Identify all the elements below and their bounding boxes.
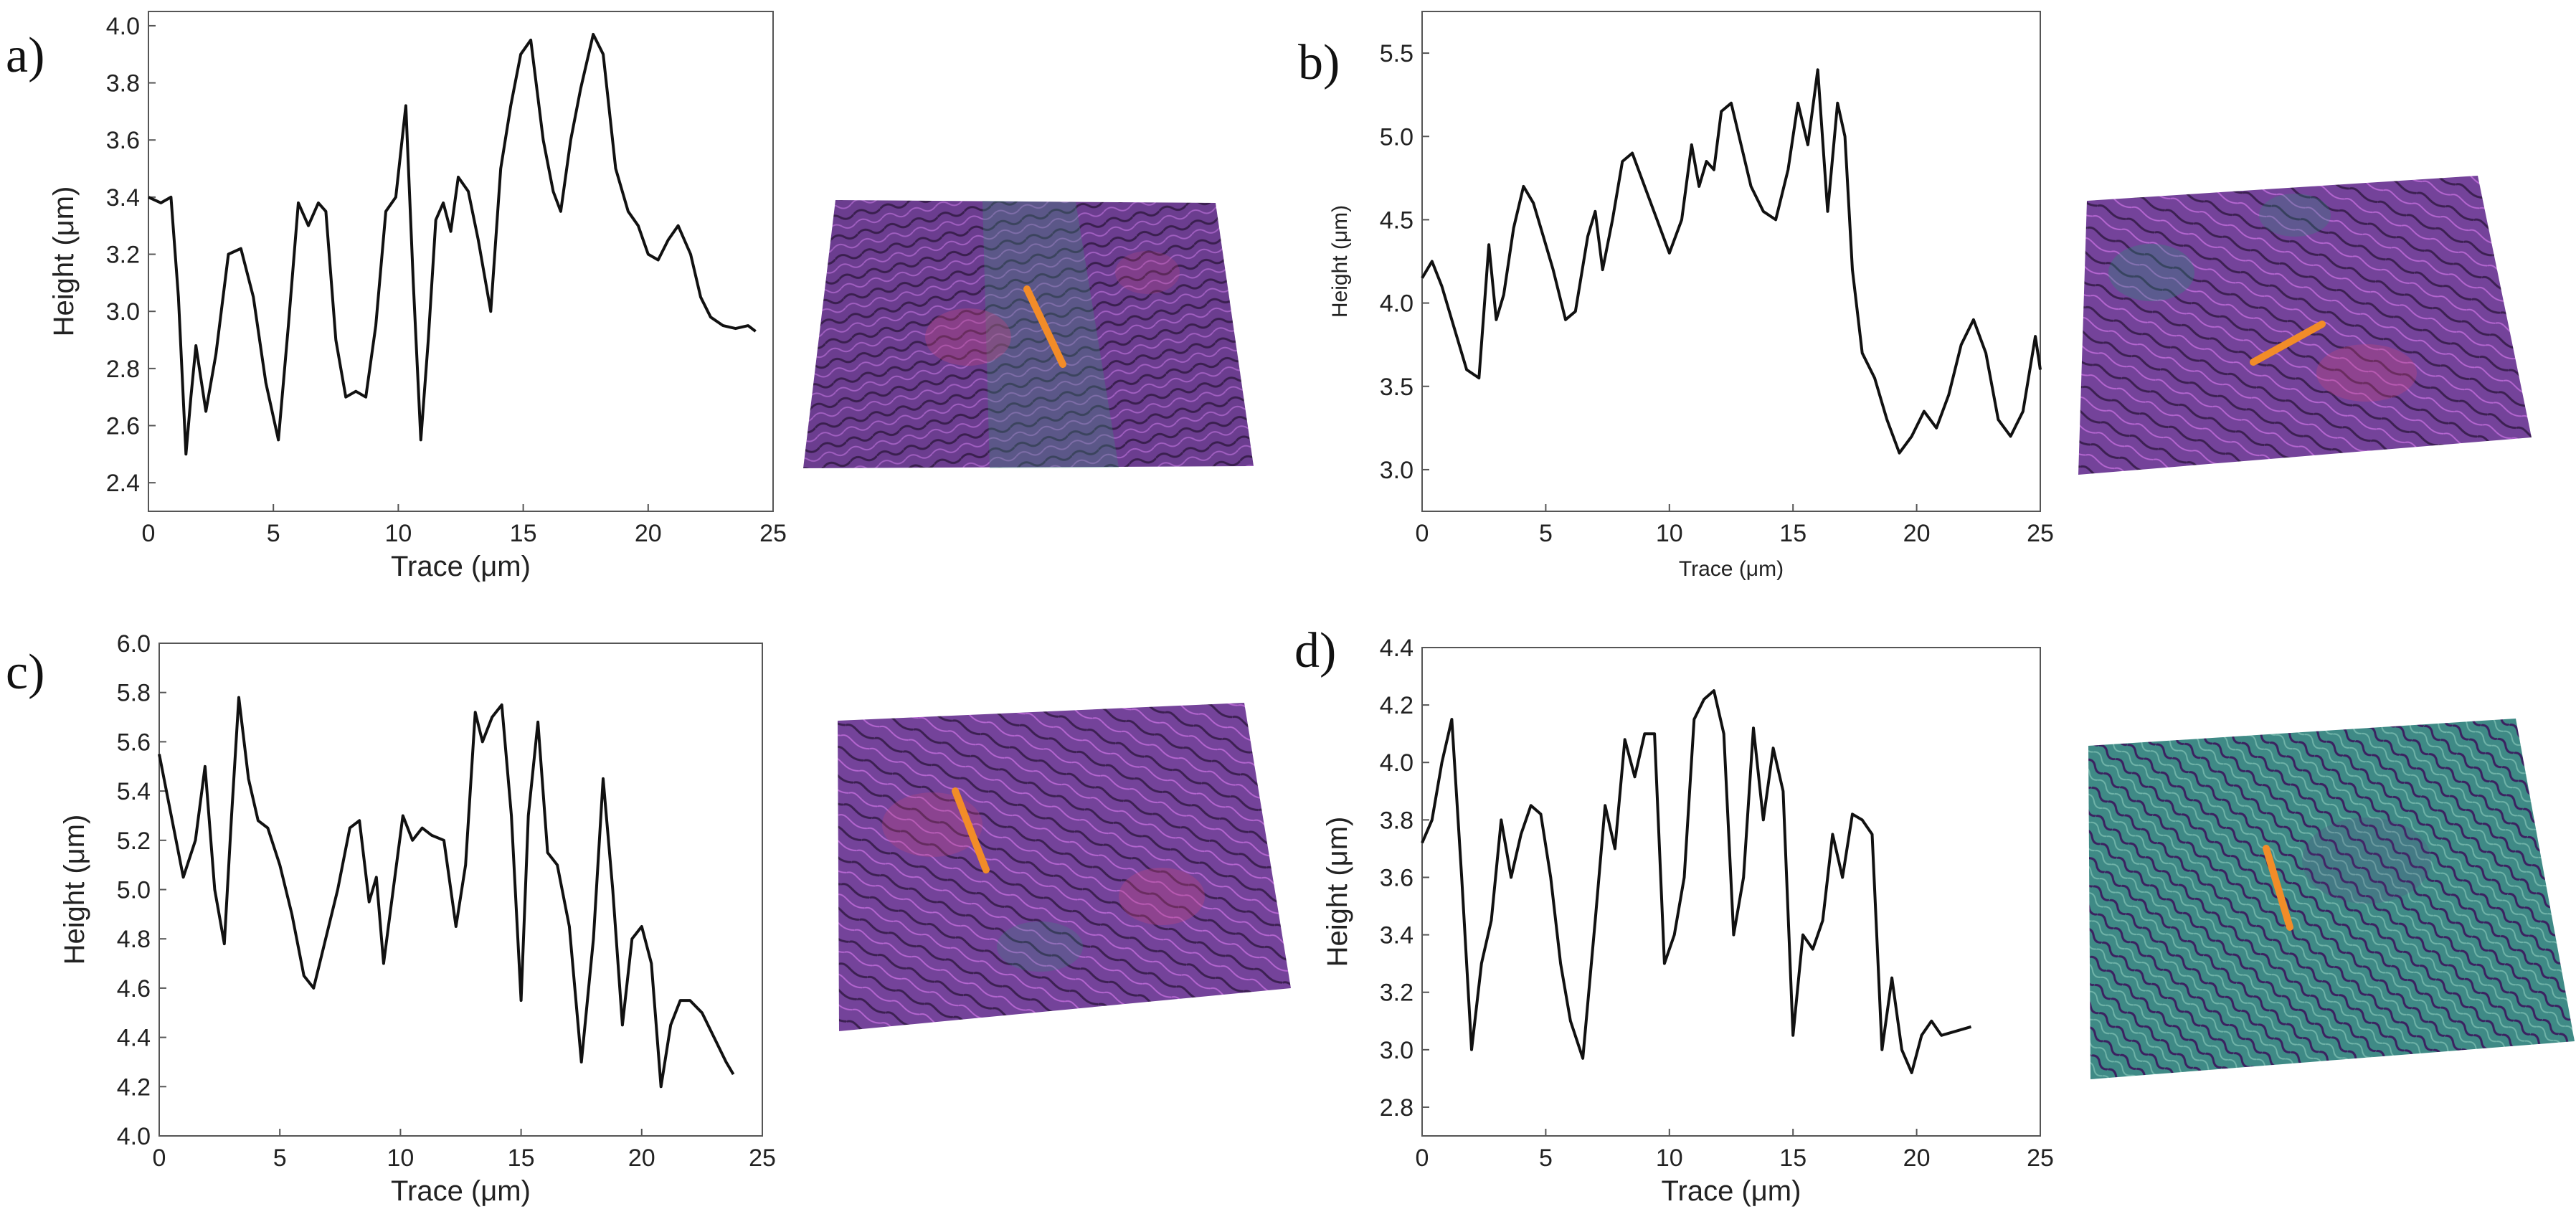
x-tick-label: 15	[1779, 1145, 1806, 1172]
afm-surface-map-b	[2078, 176, 2532, 475]
panel-label-c: c)	[6, 645, 44, 700]
x-tick-label: 0	[142, 520, 156, 547]
y-tick-label: 3.8	[106, 70, 140, 98]
x-tick-label: 10	[1656, 1145, 1683, 1172]
y-tick-label: 4.2	[1380, 692, 1414, 719]
x-tick-label: 15	[508, 1145, 535, 1172]
plot-frame	[148, 11, 774, 512]
x-axis-label: Trace (μm)	[1662, 1175, 1801, 1207]
y-tick-label: 3.2	[1380, 980, 1414, 1007]
y-tick-label: 5.6	[117, 729, 151, 756]
x-tick-label: 20	[1903, 520, 1931, 547]
plot-frame	[1421, 647, 2041, 1137]
y-tick-label: 2.8	[106, 356, 140, 383]
plot-d: 0 5 10 15 20 25 2.8 3.0 3.2 3.4 3.6 3.8 4.0 4.2 4.4 Tra…	[1322, 635, 2054, 1207]
y-tick-label: 4.0	[106, 13, 140, 40]
x-tick-label: 15	[510, 520, 537, 547]
x-tick-label: 25	[2027, 520, 2054, 547]
x-tick-label: 10	[387, 1145, 414, 1172]
x-tick-label: 0	[1416, 1145, 1429, 1172]
trace-marker-c	[952, 787, 990, 873]
x-axis-label: Trace (μm)	[391, 551, 531, 582]
y-tick-label: 4.5	[1380, 207, 1414, 234]
y-tick-label: 3.2	[106, 242, 140, 269]
x-tick-label: 5	[273, 1145, 287, 1172]
panel-label-d: d)	[1294, 623, 1336, 678]
x-tick-label: 20	[628, 1145, 655, 1172]
y-tick-label: 2.6	[106, 413, 140, 440]
height-profile-line	[148, 32, 757, 456]
y-axis-label: Height (μm)	[1322, 817, 1353, 967]
y-tick-label: 3.0	[1380, 457, 1414, 484]
y-tick-label: 4.8	[117, 926, 151, 953]
x-tick-label: 15	[1779, 520, 1806, 547]
panel-label-a: a)	[6, 28, 44, 83]
y-tick-label: 5.0	[117, 877, 151, 904]
y-tick-label: 5.0	[1380, 123, 1414, 151]
height-profile-line	[158, 696, 735, 1089]
y-tick-label: 4.6	[117, 975, 151, 1003]
y-tick-label: 5.5	[1380, 40, 1414, 67]
x-tick-label: 20	[1903, 1145, 1931, 1172]
y-tick-label: 4.0	[1380, 290, 1414, 318]
afm-surface-map-a	[803, 200, 1254, 468]
panel-b: b) 0 5 10 15 20 25 3.0 3.5 4.0 4.5 5.0 5.5 Trace (μm…	[1298, 11, 2532, 581]
x-tick-label: 25	[2027, 1145, 2054, 1172]
y-tick-label: 5.4	[117, 778, 151, 805]
x-tick-label: 25	[759, 520, 787, 547]
x-axis-label: Trace (μm)	[391, 1175, 531, 1207]
plot-c: 0 5 10 15 20 25 4.0 4.2 4.4 4.6 4.8 5.0 5.2 5.4 5.6 5.8…	[59, 630, 776, 1207]
y-tick-label: 3.4	[106, 184, 140, 212]
y-axis-label: Height (μm)	[1328, 205, 1352, 318]
x-tick-label: 5	[267, 520, 280, 547]
x-tick-label: 10	[384, 520, 412, 547]
height-profile-line	[1421, 689, 1972, 1074]
panel-label-b: b)	[1298, 35, 1340, 90]
y-tick-label: 3.4	[1380, 922, 1414, 949]
y-tick-label: 4.4	[1380, 635, 1414, 662]
height-profile-line	[1421, 68, 2042, 455]
x-tick-label: 25	[749, 1145, 776, 1172]
y-tick-label: 4.4	[117, 1025, 151, 1052]
y-axis-label: Height (μm)	[48, 186, 80, 337]
y-tick-label: 6.0	[117, 630, 151, 658]
afm-surface-map-c	[838, 703, 1291, 1031]
y-tick-label: 4.0	[117, 1123, 151, 1150]
panel-d: d) 0 5 10 15 20 25 2.8 3.0 3.2 3.4 3.6 3.8 4.0 4.2 4.4…	[1294, 623, 2575, 1207]
trace-marker-d	[2263, 845, 2293, 931]
y-tick-label: 3.8	[1380, 807, 1414, 834]
y-tick-label: 5.2	[117, 828, 151, 855]
x-tick-label: 0	[153, 1145, 166, 1172]
x-tick-label: 20	[635, 520, 662, 547]
x-axis-label: Trace (μm)	[1679, 557, 1784, 581]
x-tick-label: 0	[1416, 520, 1429, 547]
plot-b: 0 5 10 15 20 25 3.0 3.5 4.0 4.5 5.0 5.5 Trace (μm) He…	[1328, 11, 2054, 581]
x-tick-label: 10	[1656, 520, 1683, 547]
y-tick-label: 2.4	[106, 470, 140, 497]
x-tick-label: 5	[1539, 1145, 1553, 1172]
y-axis-label: Height (μm)	[59, 815, 90, 965]
x-tick-label: 5	[1539, 520, 1553, 547]
afm-surface-map-d	[2088, 719, 2575, 1079]
trace-marker-b	[2250, 321, 2326, 366]
trace-marker-a	[1023, 285, 1066, 368]
y-tick-label: 4.0	[1380, 749, 1414, 777]
y-tick-label: 4.2	[117, 1074, 151, 1101]
y-tick-label: 3.6	[1380, 864, 1414, 891]
y-tick-label: 5.8	[117, 680, 151, 707]
panel-c: c) 0 5 10 15 20 25 4.0 4.2 4.4 4.6 4.8 5.0 5.2 5.4 5.6…	[6, 630, 1291, 1207]
panel-a: a) 0 5 10 15 20 25 2.4 2.6 2.8 3.0 3.2 3.4 3.6 3.8 4.0…	[6, 11, 1254, 582]
y-tick-label: 3.0	[1380, 1037, 1414, 1064]
plot-frame	[1421, 11, 2041, 512]
y-tick-label: 2.8	[1380, 1094, 1414, 1122]
y-tick-label: 3.6	[106, 127, 140, 154]
plot-a: 0 5 10 15 20 25 2.4 2.6 2.8 3.0 3.2 3.4 3.6 3.8 4.0 Tra…	[48, 11, 787, 582]
y-tick-label: 3.5	[1380, 374, 1414, 401]
y-tick-label: 3.0	[106, 298, 140, 326]
